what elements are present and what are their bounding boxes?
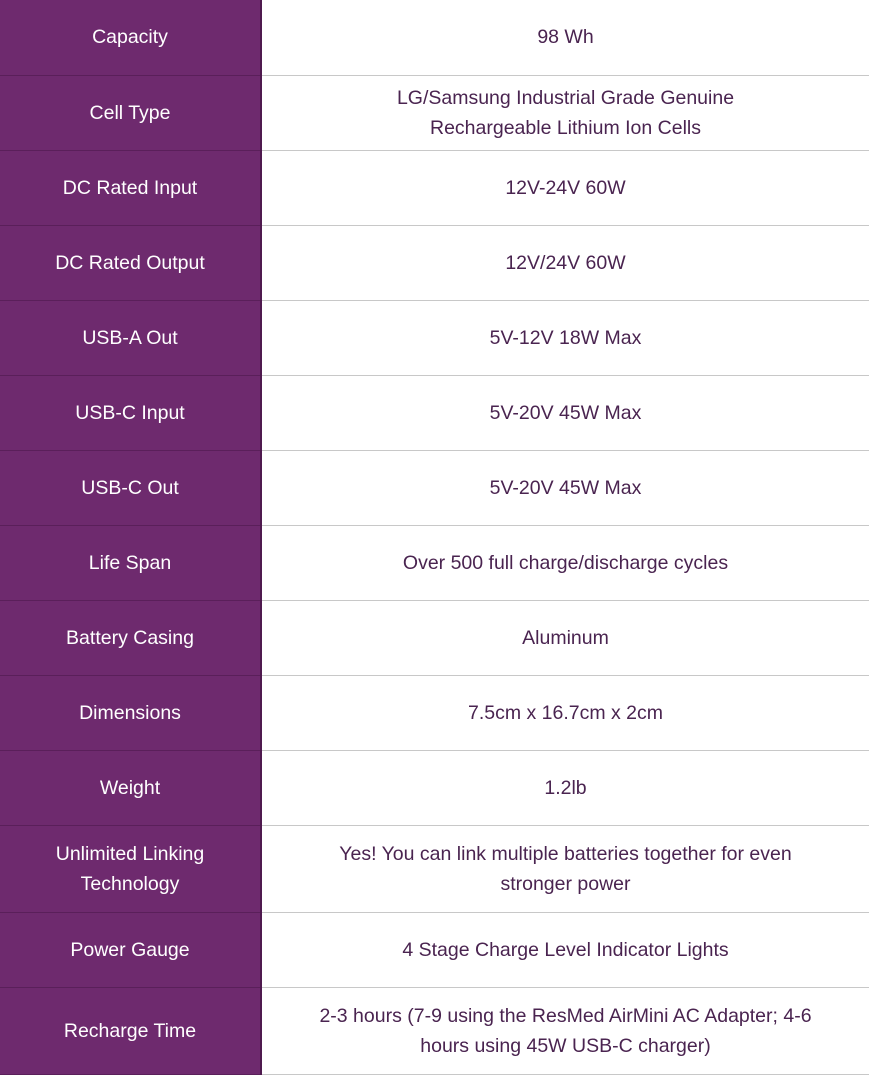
spec-row: Dimensions 7.5cm x 16.7cm x 2cm [0, 675, 869, 751]
spec-value: Yes! You can link multiple batteries tog… [261, 825, 869, 913]
spec-row: Unlimited Linking Technology Yes! You can… [0, 825, 869, 913]
spec-label: Battery Casing [0, 600, 262, 676]
spec-row: DC Rated Output 12V/24V 60W [0, 225, 869, 301]
spec-value: 5V-20V 45W Max [261, 450, 869, 526]
spec-label: Power Gauge [0, 912, 262, 988]
spec-value: 2-3 hours (7-9 using the ResMed AirMini … [261, 987, 869, 1075]
spec-label: USB-A Out [0, 300, 262, 376]
spec-row: Recharge Time 2-3 hours (7-9 using the Re… [0, 987, 869, 1075]
spec-row: Power Gauge 4 Stage Charge Level Indicato… [0, 912, 869, 988]
spec-value: 98 Wh [261, 0, 869, 76]
spec-label: Weight [0, 750, 262, 826]
spec-value: 12V/24V 60W [261, 225, 869, 301]
spec-row: DC Rated Input 12V-24V 60W [0, 150, 869, 226]
spec-label: Dimensions [0, 675, 262, 751]
spec-value: 4 Stage Charge Level Indicator Lights [261, 912, 869, 988]
spec-value: 5V-20V 45W Max [261, 375, 869, 451]
spec-row: USB-C Input 5V-20V 45W Max [0, 375, 869, 451]
spec-label: Unlimited Linking Technology [0, 825, 262, 913]
spec-label: DC Rated Input [0, 150, 262, 226]
spec-label: Cell Type [0, 75, 262, 151]
spec-value: Over 500 full charge/discharge cycles [261, 525, 869, 601]
spec-row: Cell Type LG/Samsung Industrial Grade Gen… [0, 75, 869, 151]
spec-label: USB-C Input [0, 375, 262, 451]
spec-row: Capacity 98 Wh [0, 0, 869, 76]
spec-row: Weight 1.2lb [0, 750, 869, 826]
spec-value: 5V-12V 18W Max [261, 300, 869, 376]
spec-label: DC Rated Output [0, 225, 262, 301]
spec-label: Capacity [0, 0, 262, 76]
spec-row: Battery Casing Aluminum [0, 600, 869, 676]
spec-value: 1.2lb [261, 750, 869, 826]
spec-value: 7.5cm x 16.7cm x 2cm [261, 675, 869, 751]
spec-value: 12V-24V 60W [261, 150, 869, 226]
spec-value: Aluminum [261, 600, 869, 676]
spec-label: Life Span [0, 525, 262, 601]
spec-label: USB-C Out [0, 450, 262, 526]
spec-row: Life Span Over 500 full charge/discharge … [0, 525, 869, 601]
spec-label: Recharge Time [0, 987, 262, 1075]
spec-row: USB-A Out 5V-12V 18W Max [0, 300, 869, 376]
spec-row: USB-C Out 5V-20V 45W Max [0, 450, 869, 526]
spec-value: LG/Samsung Industrial Grade Genuine Rech… [261, 75, 869, 151]
